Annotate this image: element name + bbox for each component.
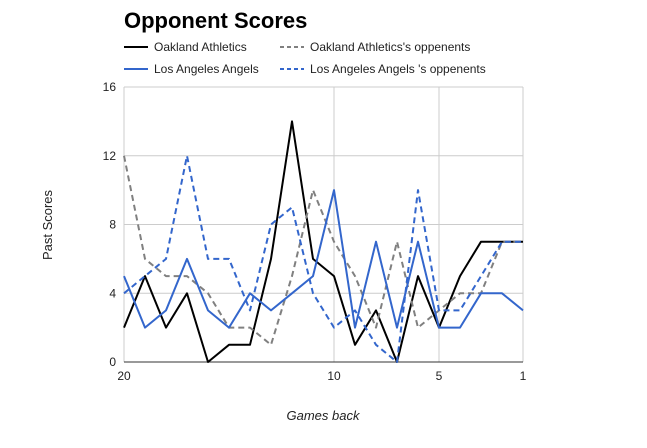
x-tick-label: 5 bbox=[436, 369, 443, 383]
legend-item-4: Los Angeles Angels 's oppenents bbox=[280, 62, 486, 76]
y-tick-label: 16 bbox=[103, 80, 117, 94]
series-line-3 bbox=[123, 189, 524, 329]
legend-item-2: Oakland Athletics's oppenents bbox=[280, 40, 470, 54]
legend-item-1: Oakland Athletics bbox=[124, 40, 247, 54]
series-line-1 bbox=[123, 120, 523, 363]
y-axis-title: Past Scores bbox=[40, 189, 55, 260]
legend-label: Oakland Athletics's oppenents bbox=[310, 40, 470, 54]
legend-label: Los Angeles Angels bbox=[154, 62, 259, 76]
series-group bbox=[123, 120, 524, 363]
legend: Oakland Athletics Oakland Athletics's opp… bbox=[124, 40, 486, 76]
legend-item-3: Los Angeles Angels bbox=[124, 62, 259, 76]
x-tick-label: 10 bbox=[327, 369, 341, 383]
y-tick-label: 0 bbox=[109, 355, 116, 369]
x-axis-title: Games back bbox=[287, 408, 361, 423]
series-line-4 bbox=[123, 154, 523, 363]
y-tick-label: 12 bbox=[103, 149, 117, 163]
tick-labels: 0 4 8 12 16 20 10 5 1 bbox=[103, 80, 527, 383]
series-line-2 bbox=[123, 155, 523, 346]
x-tick-label: 20 bbox=[117, 369, 131, 383]
y-tick-label: 4 bbox=[109, 286, 116, 300]
y-tick-label: 8 bbox=[109, 218, 116, 232]
x-tick-label: 1 bbox=[520, 369, 527, 383]
legend-label: Los Angeles Angels 's oppenents bbox=[310, 62, 486, 76]
chart-title: Opponent Scores bbox=[124, 8, 307, 33]
legend-label: Oakland Athletics bbox=[154, 40, 247, 54]
